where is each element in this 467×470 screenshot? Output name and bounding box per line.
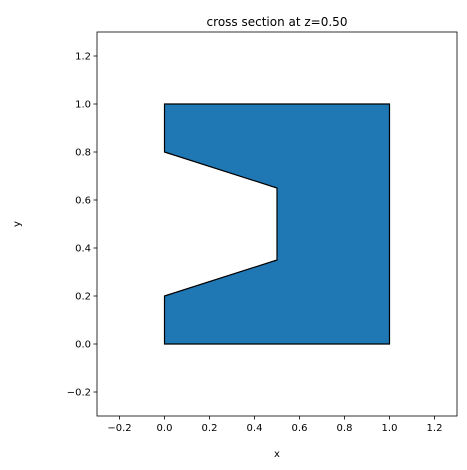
x-axis-label: x [274,449,280,460]
y-tick-label: 1.2 [75,52,91,63]
x-tick-label: 0.4 [247,423,263,434]
x-axis-ticks: −0.2 0.0 0.2 0.4 0.6 0.8 1.0 1.2 [107,416,442,434]
axes-frame [96,31,458,417]
x-tick-label: 1.2 [427,423,443,434]
y-tick-label: 0.6 [75,196,91,207]
x-tick-label: 0.6 [292,423,308,434]
chart-title: cross section at z=0.50 [207,15,348,29]
x-tick-label: −0.2 [107,423,131,434]
plot-area [96,31,458,417]
y-tick-label: 1.0 [75,100,91,111]
y-tick-label: −0.2 [67,388,91,399]
cross-section-polygon [163,103,391,345]
x-tick-label: 0.0 [157,423,173,434]
y-tick-label: 0.4 [75,244,91,255]
y-tick-label: 0.0 [75,340,91,351]
x-tick-label: 0.8 [337,423,353,434]
x-tick-label: 0.2 [202,423,218,434]
y-axis-ticks: −0.2 0.0 0.2 0.4 0.6 0.8 1.0 1.2 [67,52,97,399]
x-tick-label: 1.0 [382,423,398,434]
y-tick-label: 0.8 [75,148,91,159]
y-tick-label: 0.2 [75,292,91,303]
y-axis-label: y [12,221,23,227]
